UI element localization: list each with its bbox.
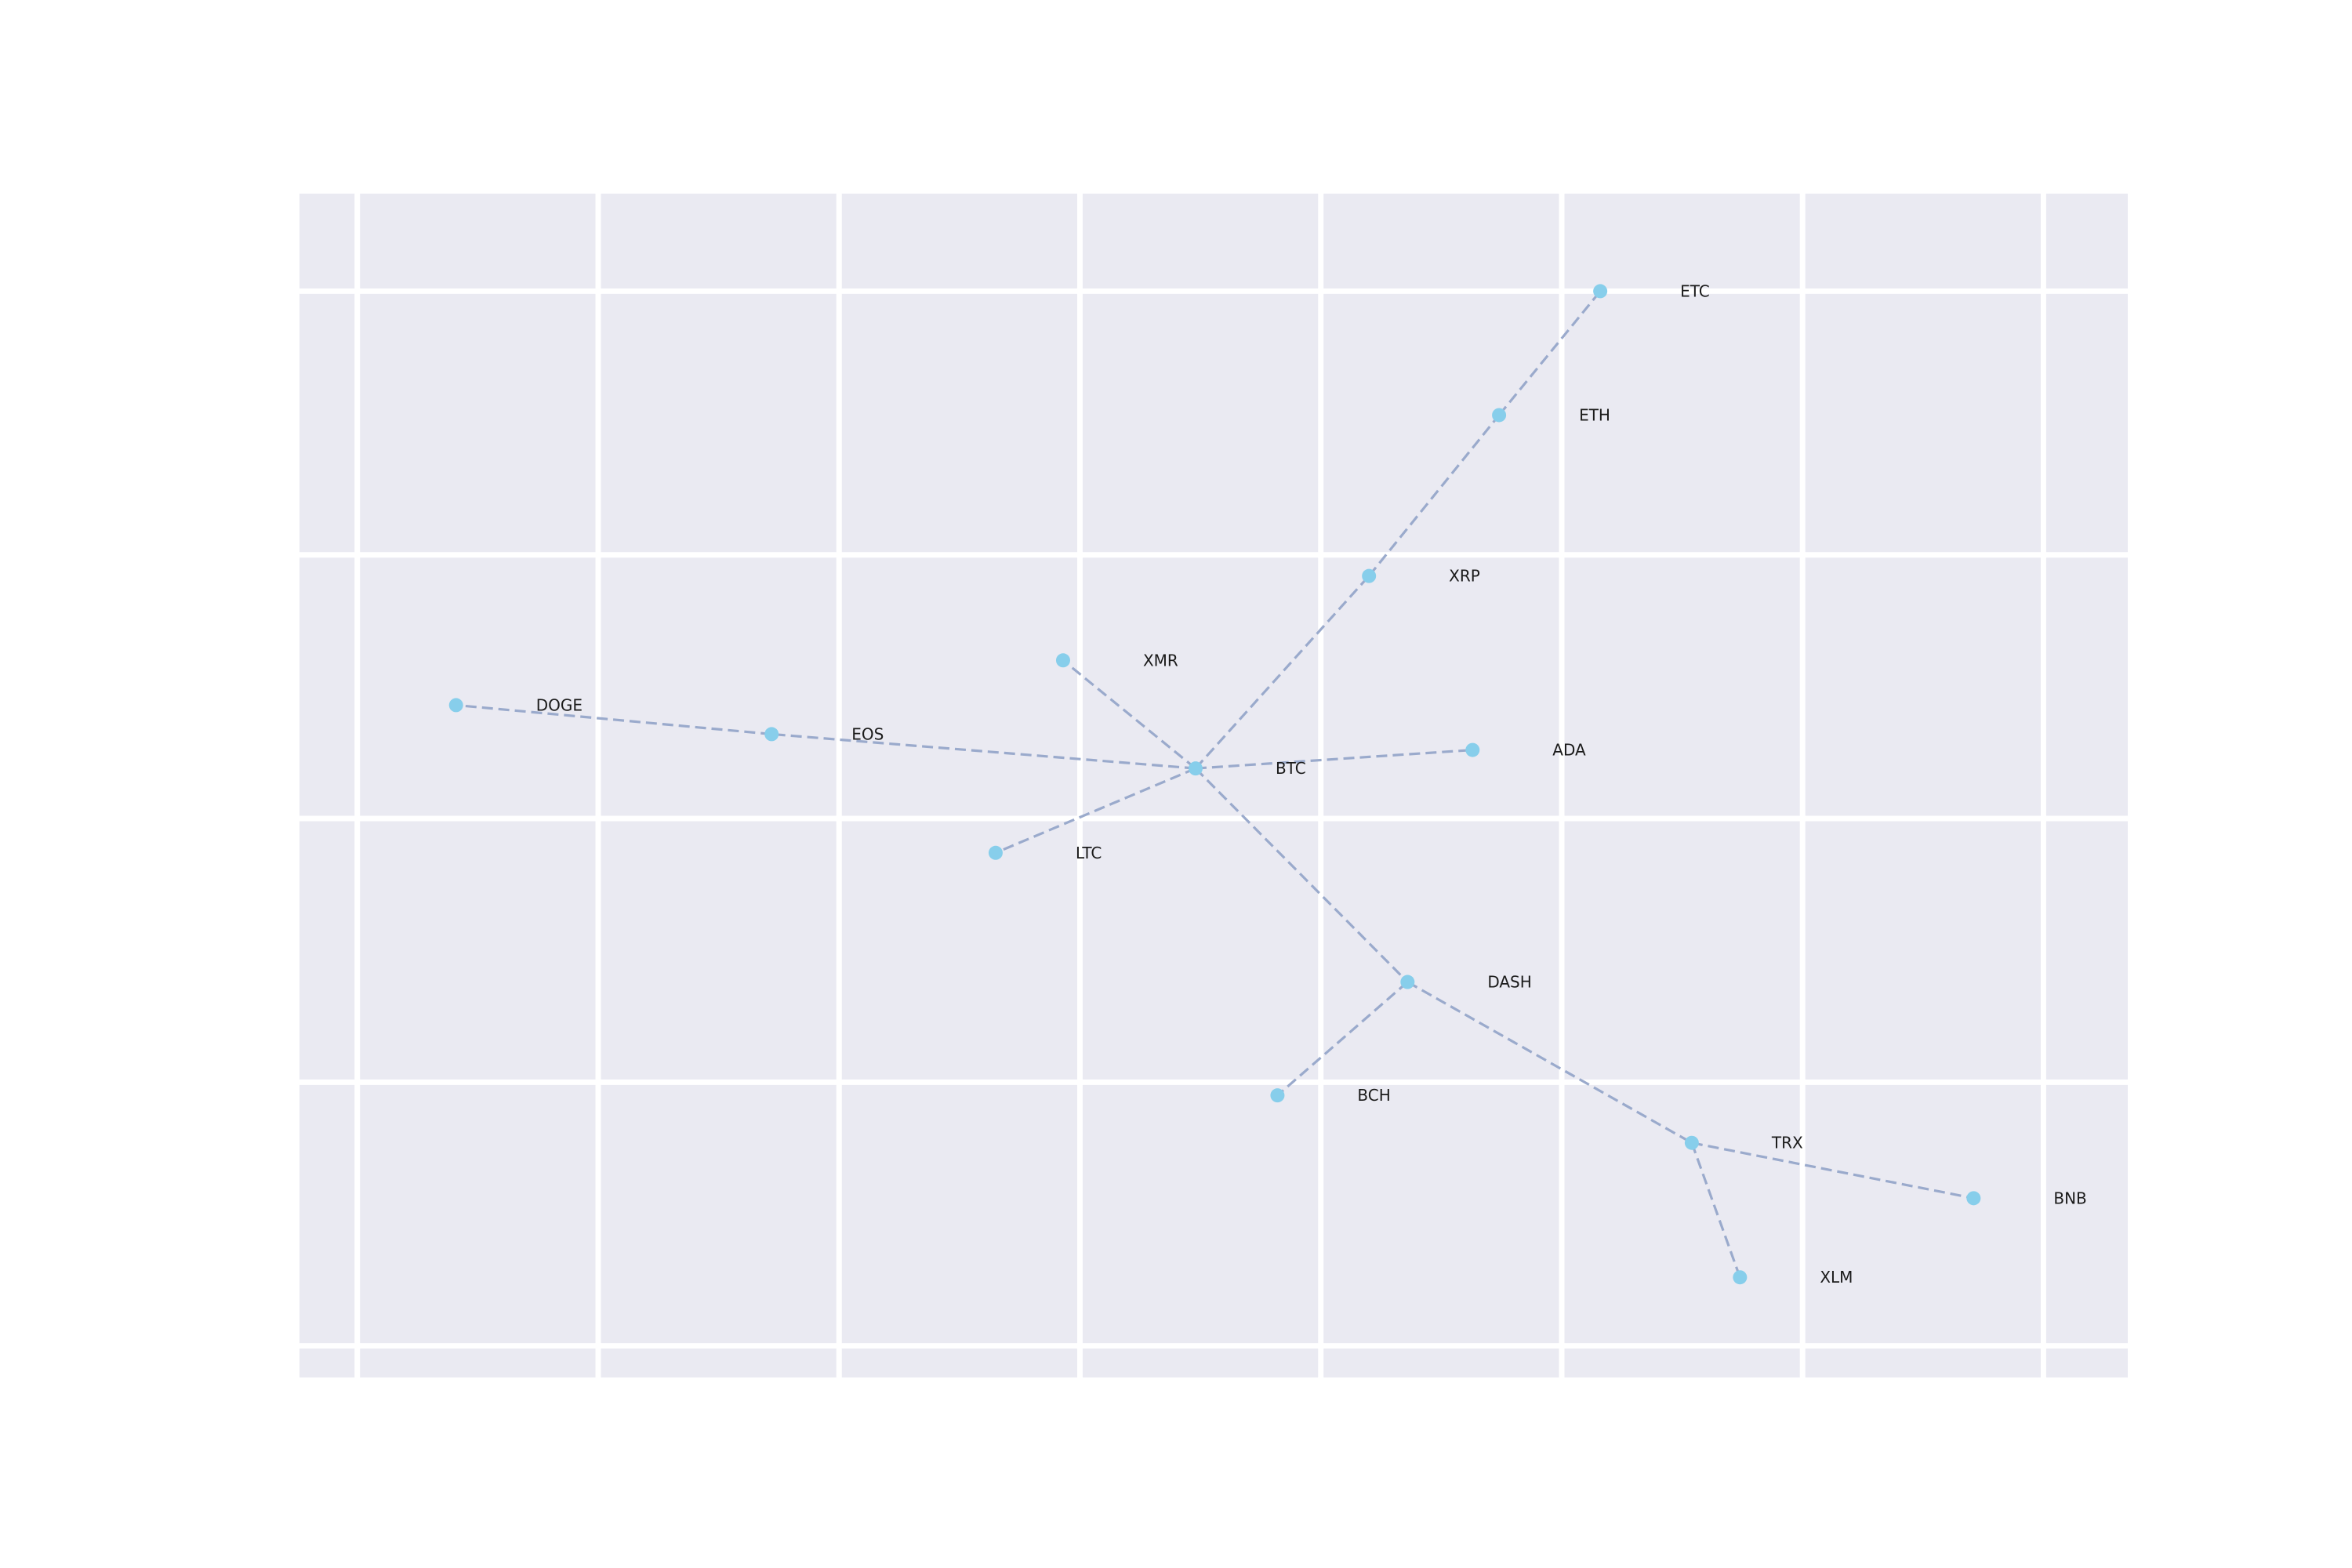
node-bch [1270, 1088, 1285, 1103]
node-label-xmr: XMR [1143, 651, 1178, 670]
edge-xrp-eth [1367, 414, 1501, 577]
edge-eth-etc [1497, 290, 1602, 416]
node-label-eth: ETH [1579, 405, 1610, 424]
node-bnb [1966, 1191, 1981, 1206]
edge-btc-dash [1194, 768, 1409, 983]
node-label-xrp: XRP [1449, 567, 1480, 586]
edge-btc-eos [771, 732, 1196, 770]
node-label-dash: DASH [1487, 973, 1531, 992]
node-xmr [1055, 653, 1070, 668]
grid-lines [299, 194, 2128, 1377]
node-doge [448, 698, 463, 713]
node-label-xlm: XLM [1820, 1268, 1853, 1287]
node-etc [1593, 284, 1608, 299]
edge-layer [456, 290, 1974, 1278]
edge-btc-ltc [995, 767, 1196, 855]
node-ltc [988, 845, 1003, 860]
node-eth [1492, 408, 1507, 423]
edge-dash-trx [1406, 981, 1693, 1145]
node-xlm [1733, 1270, 1748, 1285]
node-label-btc: BTC [1276, 759, 1306, 778]
node-label-trx: TRX [1771, 1134, 1803, 1152]
node-label-bch: BCH [1357, 1086, 1390, 1105]
node-xrp [1362, 568, 1377, 583]
edge-btc-xrp [1194, 575, 1370, 770]
node-eos [764, 727, 779, 742]
node-btc [1188, 761, 1203, 776]
label-layer: BTC ETC ETH XRP XMR DOGE EOS ADA LTC DASH BCH TRX BN… [536, 281, 2087, 1287]
edge-btc-xmr [1062, 659, 1196, 770]
edge-trx-bnb [1691, 1142, 1974, 1200]
node-label-etc: ETC [1680, 281, 1710, 300]
node-trx [1684, 1135, 1699, 1150]
node-label-eos: EOS [851, 724, 884, 743]
node-layer [448, 284, 1981, 1285]
node-label-ada: ADA [1552, 741, 1586, 760]
node-dash [1400, 975, 1415, 989]
edge-trx-xlm [1690, 1142, 1741, 1278]
edge-dash-bch [1276, 981, 1409, 1097]
node-label-ltc: LTC [1076, 844, 1102, 862]
node-ada [1465, 742, 1480, 757]
edge-eos-doge [456, 703, 772, 736]
node-label-bnb: BNB [2053, 1189, 2086, 1207]
node-label-doge: DOGE [536, 695, 583, 714]
edge-btc-ada [1195, 749, 1473, 770]
